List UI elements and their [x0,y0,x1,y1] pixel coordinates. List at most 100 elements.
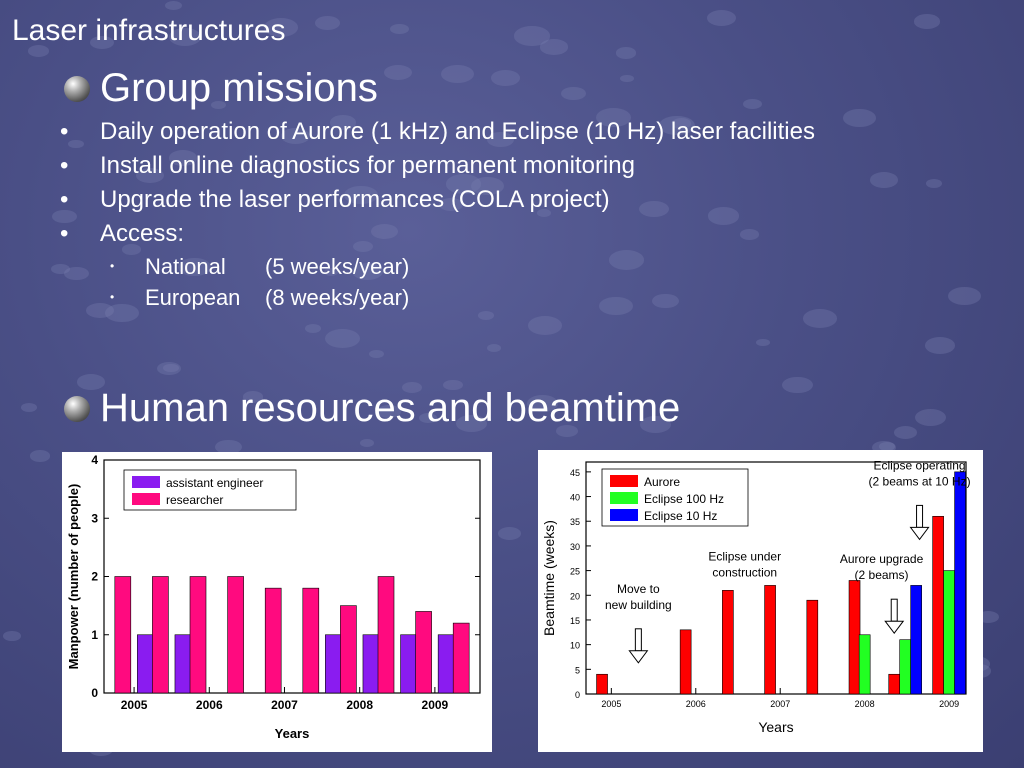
background-dot [756,338,771,347]
background-dot [924,337,956,355]
bar-assistant-engineer [362,634,380,694]
background-dot [168,150,198,166]
background-dot [640,415,671,433]
access-value: (5 weeks/year) [265,254,410,279]
background-dot [926,178,942,188]
bullet-dot-icon: • [60,118,69,145]
background-dot [487,343,502,352]
bar-eclipse-100-hz [943,570,955,695]
background-dot [264,18,299,37]
background-dot [470,177,505,196]
bar-aurore [848,580,861,695]
background-dot [478,310,495,320]
background-dot [242,391,264,403]
human-resources-heading: Human resources and beamtime [64,386,680,431]
y-tick-label: 35 [570,517,580,527]
x-axis-label: Years [758,719,793,735]
legend-swatch [132,493,160,505]
background-dot [707,207,740,225]
y-tick-label: 25 [570,567,580,577]
heading-text: Group missions [100,66,378,110]
background-dot [914,408,947,427]
background-dot [707,10,737,27]
annotation-text: construction [712,566,777,580]
bullet-text: Access: [100,220,185,247]
annotation-text: (2 beams) [855,568,909,582]
list-item: • Access: [60,217,815,251]
bar-researcher [227,576,244,694]
y-tick-label: 40 [570,493,580,503]
background-dot [215,439,242,455]
list-item: • Upgrade the laser performances (COLA pr… [60,183,815,217]
bullet-dot-icon: • [60,186,69,213]
x-tick-label: 2006 [196,698,223,712]
annotation-text: (2 beams at 10 Hz) [869,474,971,488]
slide-title: Laser infrastructures [12,14,286,47]
y-tick-label: 45 [570,468,580,478]
y-tick-label: 1 [91,628,98,642]
background-dot [377,404,401,418]
background-dot [619,74,634,83]
bar-aurore [596,673,608,695]
y-tick-label: 20 [570,591,580,601]
x-tick-label: 2007 [271,698,298,712]
background-dot [136,167,165,184]
bar-aurore [722,590,734,695]
background-dot [164,0,182,11]
background-dot [369,350,385,359]
annotation-arrow-head [909,526,930,541]
background-dot [491,69,520,86]
list-item: • European (8 weeks/year) [110,282,409,313]
x-axis-label: Years [275,726,310,741]
background-dot [528,316,563,335]
legend-label: Eclipse 100 Hz [644,492,724,506]
sphere-bullet-icon [64,395,90,422]
bar-assistant-engineer [400,634,417,694]
bar-aurore [764,585,776,695]
background-dot [441,64,475,83]
annotation-arrow-shaft [890,598,898,622]
y-tick-label: 0 [575,690,580,700]
background-dot [370,224,399,240]
background-dot [344,185,378,205]
annotation-text: Move to [617,582,660,596]
y-tick-label: 5 [575,665,580,675]
background-dot [324,328,360,348]
background-dot [359,439,374,448]
background-dot [21,402,37,412]
manpower-chart-svg: 0 1 2 3 4 2005 2006 2007 2008 2009 Years Manpower (… [66,453,481,741]
bar-aurore [806,599,819,695]
x-tick-label: 2005 [601,699,621,709]
background-dot [352,240,373,252]
group-missions-heading: Group missions [64,66,378,111]
bar-assistant-engineer [437,634,455,694]
background-dot [894,426,918,440]
background-dot [52,209,77,224]
background-dot [739,229,760,240]
y-tick-label: 0 [91,686,98,700]
background-dot [536,209,552,218]
bullet-text: Install online diagnostics for permanent… [100,152,635,179]
background-dot [76,373,106,390]
y-axis-label: Beamtime (weeks) [541,520,557,636]
background-dot [913,14,941,30]
annotation-arrow-head [628,650,649,664]
legend-swatch [610,475,638,487]
bar-researcher [264,587,282,694]
bar-researcher [189,576,207,694]
background-dot [497,527,521,540]
background-dot [390,23,409,35]
background-dot [2,631,21,641]
bar-eclipse-100-hz [899,639,912,695]
background-dot [323,268,339,277]
y-tick-label: 3 [91,511,98,525]
background-dot [163,363,179,373]
background-dot [615,47,637,59]
background-dot [439,198,464,212]
background-dot [384,65,412,81]
annotation-arrow-shaft [916,504,924,528]
legend-swatch [610,492,638,504]
x-tick-label: 2008 [346,698,373,712]
y-axis-label: Manpower (number of people) [66,484,81,670]
background-dot [947,286,982,306]
